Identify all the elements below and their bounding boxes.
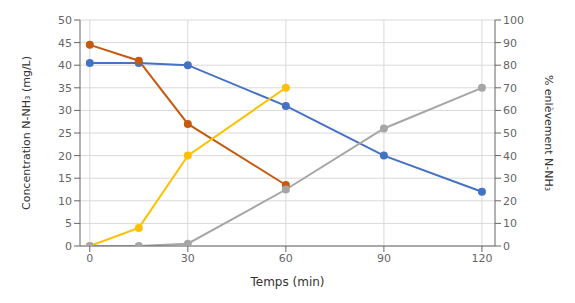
- svg-text:0: 0: [503, 240, 510, 253]
- svg-text:% enlèvement N-NH₃: % enlèvement N-NH₃: [542, 75, 555, 191]
- svg-text:30: 30: [181, 252, 195, 265]
- svg-text:30: 30: [58, 104, 72, 117]
- svg-text:30: 30: [503, 172, 517, 185]
- svg-text:100: 100: [503, 14, 524, 27]
- svg-text:20: 20: [58, 150, 72, 163]
- svg-text:40: 40: [503, 150, 517, 163]
- svg-text:35: 35: [58, 82, 72, 95]
- svg-text:Concentration N-NH₃ (mg/L): Concentration N-NH₃ (mg/L): [20, 56, 33, 210]
- svg-text:60: 60: [503, 104, 517, 117]
- svg-text:50: 50: [503, 127, 517, 140]
- svg-text:Temps (min): Temps (min): [249, 275, 324, 289]
- svg-text:120: 120: [471, 252, 492, 265]
- svg-text:15: 15: [58, 172, 72, 185]
- svg-text:0: 0: [86, 252, 93, 265]
- svg-text:50: 50: [58, 14, 72, 27]
- svg-text:20: 20: [503, 195, 517, 208]
- svg-text:60: 60: [279, 252, 293, 265]
- svg-text:80: 80: [503, 59, 517, 72]
- svg-text:10: 10: [503, 217, 517, 230]
- svg-text:10: 10: [58, 195, 72, 208]
- svg-text:90: 90: [503, 37, 517, 50]
- svg-text:0: 0: [65, 240, 72, 253]
- svg-text:40: 40: [58, 59, 72, 72]
- svg-text:45: 45: [58, 37, 72, 50]
- svg-text:70: 70: [503, 82, 517, 95]
- svg-text:25: 25: [58, 127, 72, 140]
- svg-text:90: 90: [377, 252, 391, 265]
- svg-text:5: 5: [65, 217, 72, 230]
